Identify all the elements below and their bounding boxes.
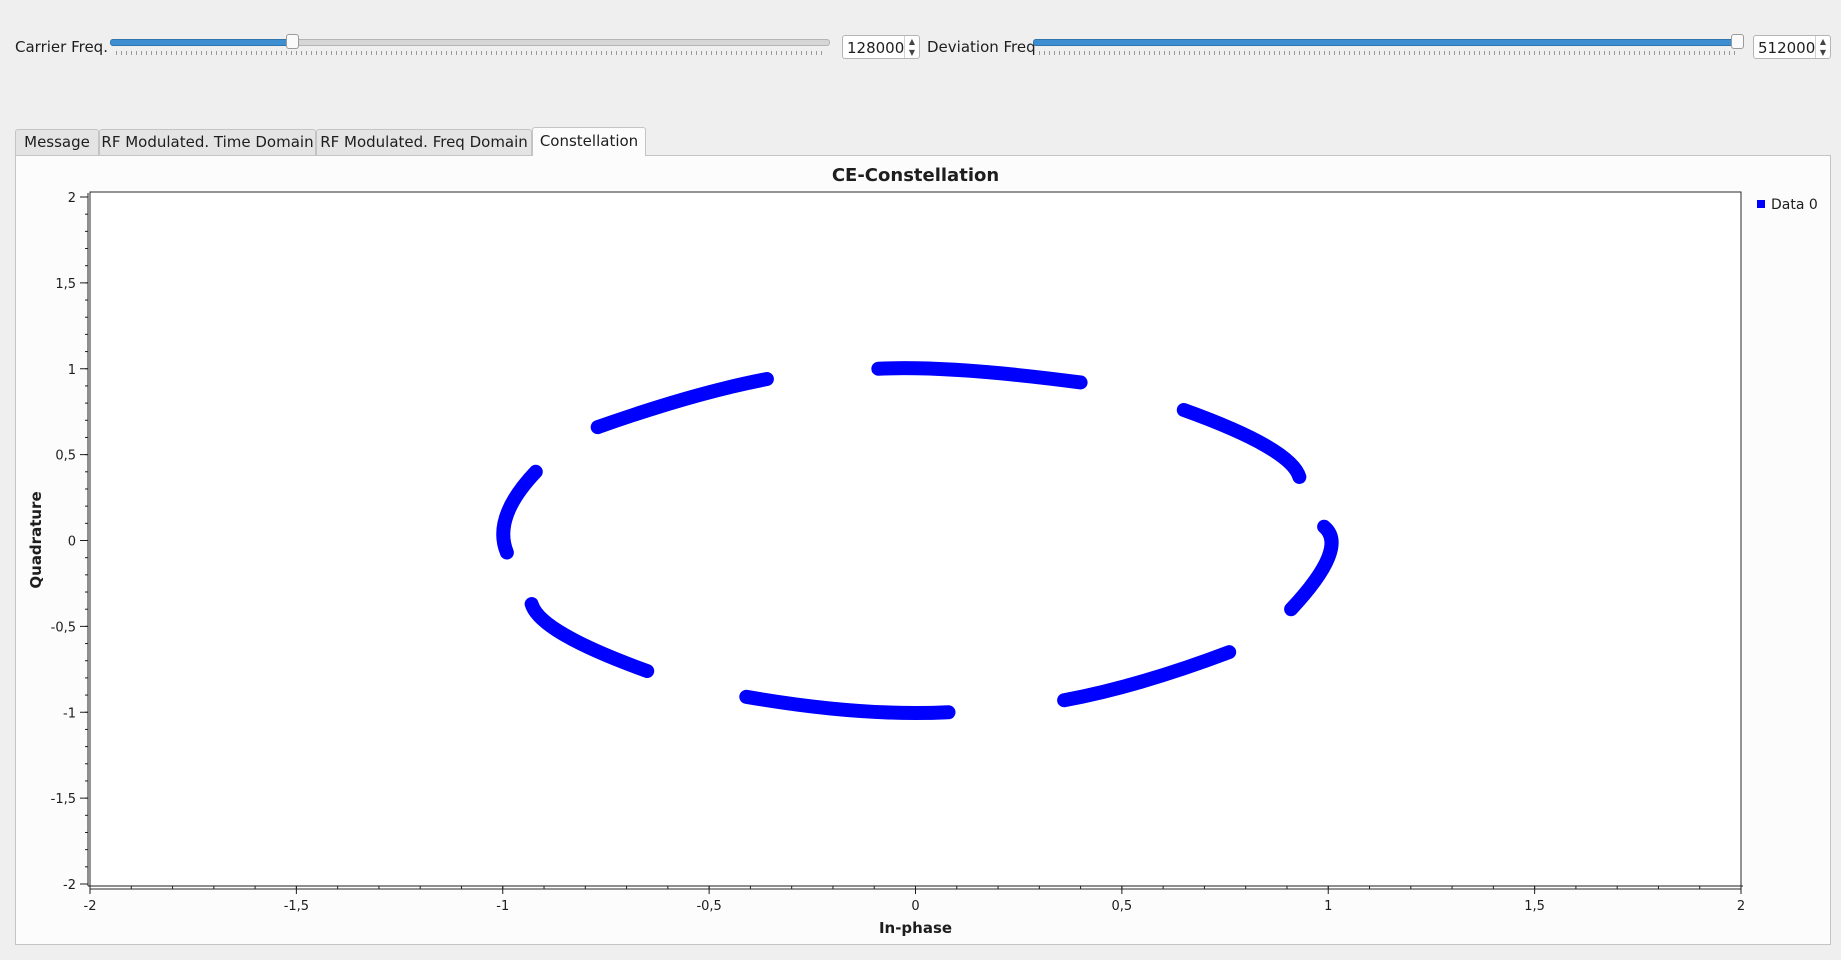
y-tick-label: -1 [63,706,76,721]
tab-rf-freq-domain[interactable]: RF Modulated. Freq Domain [316,129,532,155]
data-point-segment [1284,519,1339,617]
carrier-freq-slider-handle[interactable] [286,34,300,49]
y-tick-label: 0 [68,535,76,550]
carrier-freq-slider-ticks [116,51,824,55]
x-tick-label: 0 [911,899,919,914]
spin-up-icon[interactable]: ▲ [1819,37,1827,46]
y-tick-label: 1 [68,363,76,378]
x-tick-label: 2 [1737,899,1745,914]
data-point-segment [496,464,543,560]
data-point-segment [739,689,956,721]
legend-swatch-data-0 [1757,200,1765,208]
data-point-segment [1057,645,1237,708]
deviation-freq-slider[interactable] [1033,32,1744,56]
x-tick-label: -1,5 [284,899,309,914]
tab-constellation[interactable]: Constellation [532,127,646,156]
carrier-freq-value[interactable]: 128000 [847,39,905,57]
spin-down-icon[interactable]: ▼ [908,48,916,57]
x-tick-label: -1 [496,899,509,914]
y-tick-label: 1,5 [55,277,76,292]
deviation-freq-slider-ticks [1039,51,1737,55]
carrier-freq-label: Carrier Freq. [15,38,108,56]
x-tick-label: 1,5 [1524,899,1545,914]
data-point-segment [590,372,774,435]
y-tick-label: -0,5 [51,620,76,635]
data-point-segment [1176,402,1307,484]
deviation-freq-slider-handle[interactable] [1731,34,1744,49]
carrier-freq-spin-arrows[interactable]: ▲ ▼ [904,36,919,58]
y-axis: -2 -1,5 -1 -0,5 0 0,5 1 1,5 2 [51,191,89,893]
x-tick-label: -0,5 [696,899,721,914]
chart-legend[interactable]: Data 0 [1757,196,1818,214]
carrier-freq-spinbox[interactable]: 128000 ▲ ▼ [842,35,920,59]
data-point-segment [524,597,655,679]
series-data-0 [496,361,1339,721]
spin-up-icon[interactable]: ▲ [908,37,916,46]
chart-title: CE-Constellation [831,165,1000,186]
carrier-freq-slider[interactable] [110,32,830,56]
tab-message[interactable]: Message [15,129,99,155]
spin-down-icon[interactable]: ▼ [1819,48,1827,57]
y-tick-label: -1,5 [51,792,76,807]
deviation-freq-spin-arrows[interactable]: ▲ ▼ [1815,36,1830,58]
toolbar: Carrier Freq. 128000 ▲ ▼ Deviation Freq … [0,0,1841,70]
x-axis-label: In-phase [878,919,953,937]
x-tick-label: -2 [84,899,97,914]
y-tick-label: 2 [68,191,76,206]
data-point-segment [871,361,1088,390]
y-tick-label: 0,5 [55,449,76,464]
plot-canvas[interactable] [89,191,1742,890]
x-axis: -2 -1,5 -1 -0,5 0 0,5 1 1,5 2 [84,885,1745,914]
y-tick-label: -2 [63,878,76,893]
legend-label-data-0: Data 0 [1771,197,1818,213]
x-tick-label: 1 [1324,899,1332,914]
deviation-freq-value[interactable]: 512000 [1758,39,1816,57]
deviation-freq-spinbox[interactable]: 512000 ▲ ▼ [1753,35,1831,59]
tab-rf-time-domain[interactable]: RF Modulated. Time Domain [99,129,316,155]
x-tick-label: 0,5 [1112,899,1133,914]
deviation-freq-label: Deviation Freq [927,38,1036,56]
